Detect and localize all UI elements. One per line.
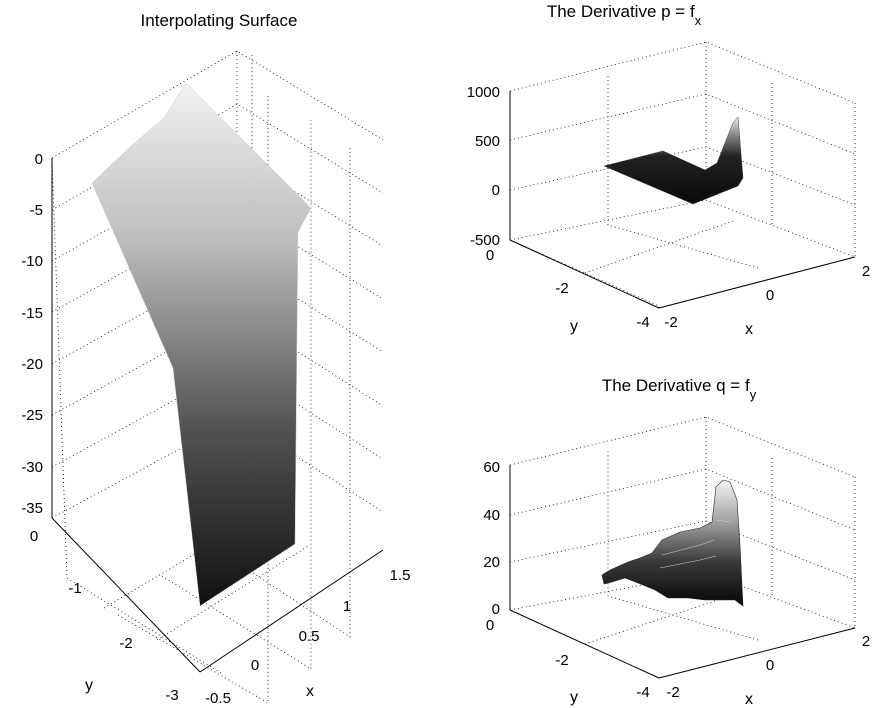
plot1-ztick: -20 <box>21 356 43 373</box>
plot3-surface-bands <box>659 519 731 569</box>
plot3-ytick: -4 <box>636 684 649 701</box>
plot1-xtick: 1 <box>343 598 351 615</box>
plot2-surface <box>603 116 744 205</box>
plot3-surface <box>601 479 744 607</box>
plot2-z-ticks: 1000 500 0 -500 <box>467 84 500 249</box>
plot1-y-ticks: 0 -1 -2 -3 <box>30 528 179 704</box>
plot2-ytick: 0 <box>486 247 494 264</box>
plot3-ztick: 20 <box>483 554 500 571</box>
plot2-ztick: 0 <box>492 182 500 199</box>
plot1-ztick: -10 <box>21 253 43 270</box>
plot2-xtick: 2 <box>862 263 870 280</box>
plot2-y-label: y <box>570 318 578 335</box>
plot3-x-label: x <box>745 691 753 708</box>
plot1-xtick: 1.5 <box>390 567 411 584</box>
plot2-ztick: 500 <box>475 133 500 150</box>
plot3-ytick: -2 <box>555 652 568 669</box>
plot2-ztick: 1000 <box>467 84 500 101</box>
plot1-x-ticks: -0.5 0 0.5 1 1.5 <box>205 567 410 707</box>
plot2-ytick: -2 <box>555 280 568 297</box>
plot3-title-sub: y <box>750 387 757 402</box>
plot2-ztick: -500 <box>470 232 500 249</box>
plot3-title-main: The Derivative q = f <box>602 376 750 395</box>
plot1-title: Interpolating Surface <box>141 11 298 30</box>
plot3-title: The Derivative q = fy <box>602 376 757 402</box>
plot3-y-label: y <box>570 689 578 706</box>
plot1-ztick: -5 <box>30 202 43 219</box>
plot1-surface <box>91 82 312 607</box>
plot2-ytick: -4 <box>636 314 649 331</box>
plot1-ytick: -1 <box>68 580 81 597</box>
plot2-title-main: The Derivative p = f <box>547 2 695 21</box>
plot1-ztick: -15 <box>21 305 43 322</box>
plot1-ztick: -35 <box>21 500 43 517</box>
plot3-xtick: 2 <box>862 633 870 650</box>
plot1-ztick: -30 <box>21 459 43 476</box>
plot3-ztick: 60 <box>483 459 500 476</box>
plot3-x-ticks: -2 0 2 <box>666 633 870 701</box>
plot3-ytick: 0 <box>486 617 494 634</box>
plot1-ytick: -3 <box>165 687 178 704</box>
plot2-axes-frame <box>509 91 856 309</box>
plot1-z-ticks: 0 -5 -10 -15 -20 -25 -30 -35 <box>21 151 43 517</box>
plot3-ztick: 40 <box>483 507 500 524</box>
plot2-x-ticks: -2 0 2 <box>664 263 870 331</box>
plot1-ytick: 0 <box>30 528 38 545</box>
plot-interpolating-surface: Interpolating Surface <box>21 11 410 707</box>
plot2-y-ticks: 0 -2 -4 <box>486 247 650 331</box>
plot-derivative-q: The Derivative q = fy 60 40 20 <box>483 376 870 708</box>
plot3-axes-frame <box>509 465 856 679</box>
plot3-xtick: -2 <box>666 684 679 701</box>
plot2-title-sub: x <box>695 13 702 28</box>
plot2-xtick: 0 <box>766 287 774 304</box>
plot3-z-ticks: 60 40 20 0 <box>483 459 500 618</box>
plot1-ztick: 0 <box>35 151 43 168</box>
plot1-xtick: 0 <box>251 657 259 674</box>
plot1-x-label: x <box>306 683 314 700</box>
plot2-title: The Derivative p = fx <box>547 2 702 28</box>
plot1-ytick: -2 <box>119 635 132 652</box>
plot3-xtick: 0 <box>766 657 774 674</box>
plot3-y-ticks: 0 -2 -4 <box>486 617 650 701</box>
plot1-xtick: 0.5 <box>299 628 320 645</box>
plot1-ztick: -25 <box>21 407 43 424</box>
plot1-xtick: -0.5 <box>205 690 231 707</box>
plot-derivative-p: The Derivative p = fx 1000 500 0 -500 <box>467 2 871 338</box>
plot1-y-label: y <box>85 677 93 694</box>
plot1-axes-frame <box>51 158 384 673</box>
plot3-ztick: 0 <box>492 601 500 618</box>
plot2-xtick: -2 <box>664 314 677 331</box>
plot3-gridlines <box>509 416 856 645</box>
plot2-x-label: x <box>745 321 753 338</box>
